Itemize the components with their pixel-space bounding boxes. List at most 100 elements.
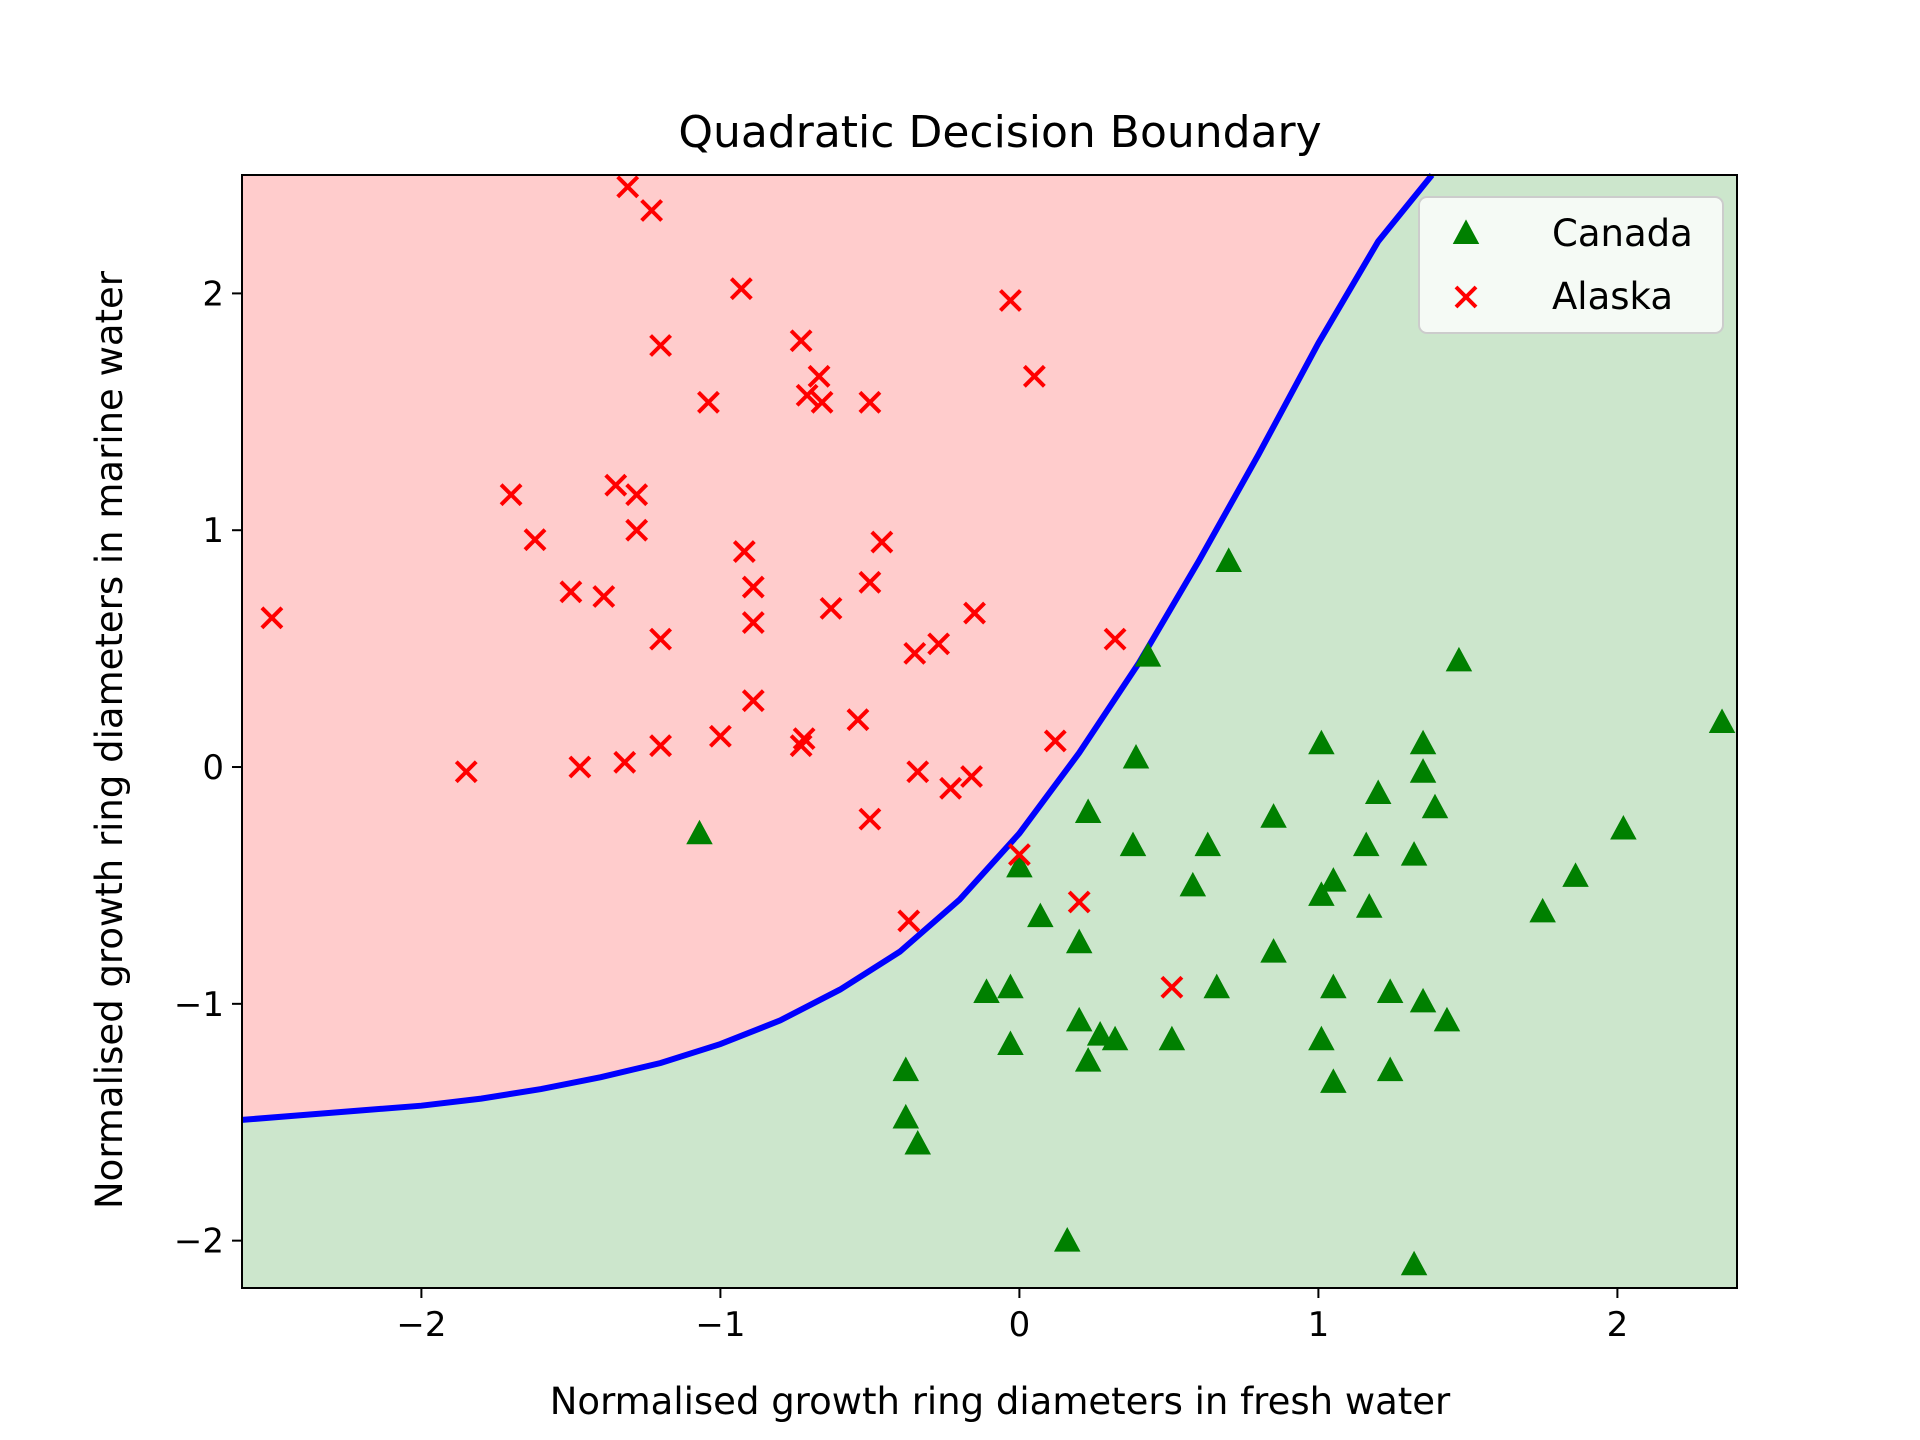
canada-point (1260, 938, 1287, 963)
alaska-point-stroke-b (810, 390, 834, 414)
alaska-point-stroke-b (732, 540, 756, 563)
canada-point (1433, 1006, 1461, 1032)
alaska-point (625, 483, 649, 507)
alaska-point-stroke-b (604, 473, 628, 497)
alaska-point-stroke-b (999, 289, 1022, 312)
canada-point (892, 1103, 920, 1129)
plot-frame (241, 174, 1738, 1289)
alaska-point-stroke-b (592, 585, 616, 608)
alaska-point (858, 807, 882, 831)
canada-point (1101, 1025, 1129, 1051)
alaska-point-stroke-b (1103, 627, 1127, 651)
alaska-point-stroke-b (649, 734, 673, 758)
alaska-point (1103, 627, 1127, 651)
x-tick-label: −1 (695, 1305, 745, 1345)
y-tick-label: 1 (202, 511, 224, 551)
alaska-point (792, 727, 816, 751)
canada-point (1179, 871, 1207, 897)
alaska-point (927, 632, 951, 656)
alaska-point (616, 175, 640, 199)
alaska-point (1043, 729, 1067, 753)
canada-point (973, 978, 1000, 1003)
alaska-point-stroke-b (858, 570, 882, 594)
alaska-point (640, 199, 664, 222)
canada-point (686, 819, 713, 845)
alaska-point (708, 724, 732, 748)
canada-point (1122, 743, 1150, 769)
alaska-point-stroke-b (897, 909, 921, 933)
canada-point (1260, 803, 1287, 828)
alaska-point-stroke-b (559, 580, 583, 604)
alaska-point (906, 760, 930, 784)
canada-point (1006, 852, 1033, 878)
plot-area (241, 173, 1738, 1289)
alaska-point (939, 776, 963, 800)
x-axis-label: Normalised growth ring diameters in fres… (550, 1380, 1451, 1423)
chart-title: Quadratic Decision Boundary (678, 107, 1321, 158)
canada-point (1203, 973, 1230, 999)
alaska-point (963, 601, 986, 625)
data-points (260, 175, 1736, 1276)
alaska-point (649, 334, 673, 357)
alaska-point-stroke-b (625, 518, 649, 542)
canada-point (1320, 867, 1347, 892)
canada-point (1215, 547, 1242, 572)
alaska-point-stroke-b (1067, 890, 1091, 914)
alaska-point-stroke-b (741, 611, 765, 634)
canada-point (1409, 729, 1437, 755)
canada-point (1320, 973, 1347, 999)
alaska-point (559, 580, 583, 604)
alaska-point (741, 575, 765, 599)
legend-canada-marker (1452, 219, 1480, 244)
alaska-point (741, 611, 765, 634)
alaska-point-stroke-b (858, 807, 882, 831)
alaska-point (960, 765, 983, 788)
alaska-point (604, 473, 628, 497)
alaska-point-stroke-b (795, 383, 819, 407)
canada-point (1119, 831, 1147, 857)
alaska-point (1067, 890, 1091, 914)
legend-alaska-cross-stroke-b (1454, 285, 1478, 309)
alaska-point-stroke-b (741, 575, 765, 599)
canada-point (1320, 1068, 1347, 1093)
alaska-point-stroke-b (858, 390, 882, 414)
alaska-point (649, 627, 673, 651)
alaska-point-stroke-b (1160, 975, 1184, 999)
legend-canada-label: Canada (1552, 212, 1693, 255)
alaska-point-stroke-b (1043, 729, 1067, 753)
alaska-point (903, 641, 927, 665)
alaska-point (810, 390, 834, 414)
x-tick-label: 2 (1607, 1305, 1629, 1345)
alaska-point-stroke-b (789, 329, 813, 353)
alaska-point (795, 383, 819, 407)
alaska-point (819, 596, 843, 620)
alaska-point-stroke-b (613, 750, 637, 774)
alaska-point (846, 708, 870, 732)
y-tick-label: 0 (202, 748, 224, 788)
alaska-point (858, 390, 882, 414)
alaska-point (649, 734, 673, 758)
canada-point (1610, 815, 1637, 840)
alaska-point (1022, 364, 1046, 388)
alaska-point (741, 689, 765, 713)
legend-box (1418, 196, 1724, 334)
alaska-point (897, 909, 921, 933)
alaska-point-stroke-b (741, 689, 765, 713)
decision-boundary-line (241, 173, 1435, 1123)
alaska-point-stroke-b (454, 760, 478, 784)
alaska-point-stroke-b (846, 708, 870, 732)
canada-point (1562, 862, 1589, 887)
alaska-point (625, 518, 649, 542)
canada-point (1308, 1025, 1335, 1051)
alaska-point (499, 483, 523, 507)
alaska-point (1160, 975, 1184, 999)
canada-point (997, 973, 1024, 999)
alaska-point-stroke-b (649, 627, 673, 651)
legend: Canada Alaska (1418, 196, 1724, 334)
legend-canada-triangle (1452, 219, 1480, 244)
canada-point (1708, 708, 1736, 733)
canada-point (1027, 902, 1054, 928)
alaska-point (697, 390, 720, 414)
canada-point (904, 1129, 931, 1155)
alaska-point-stroke-b (640, 199, 664, 222)
